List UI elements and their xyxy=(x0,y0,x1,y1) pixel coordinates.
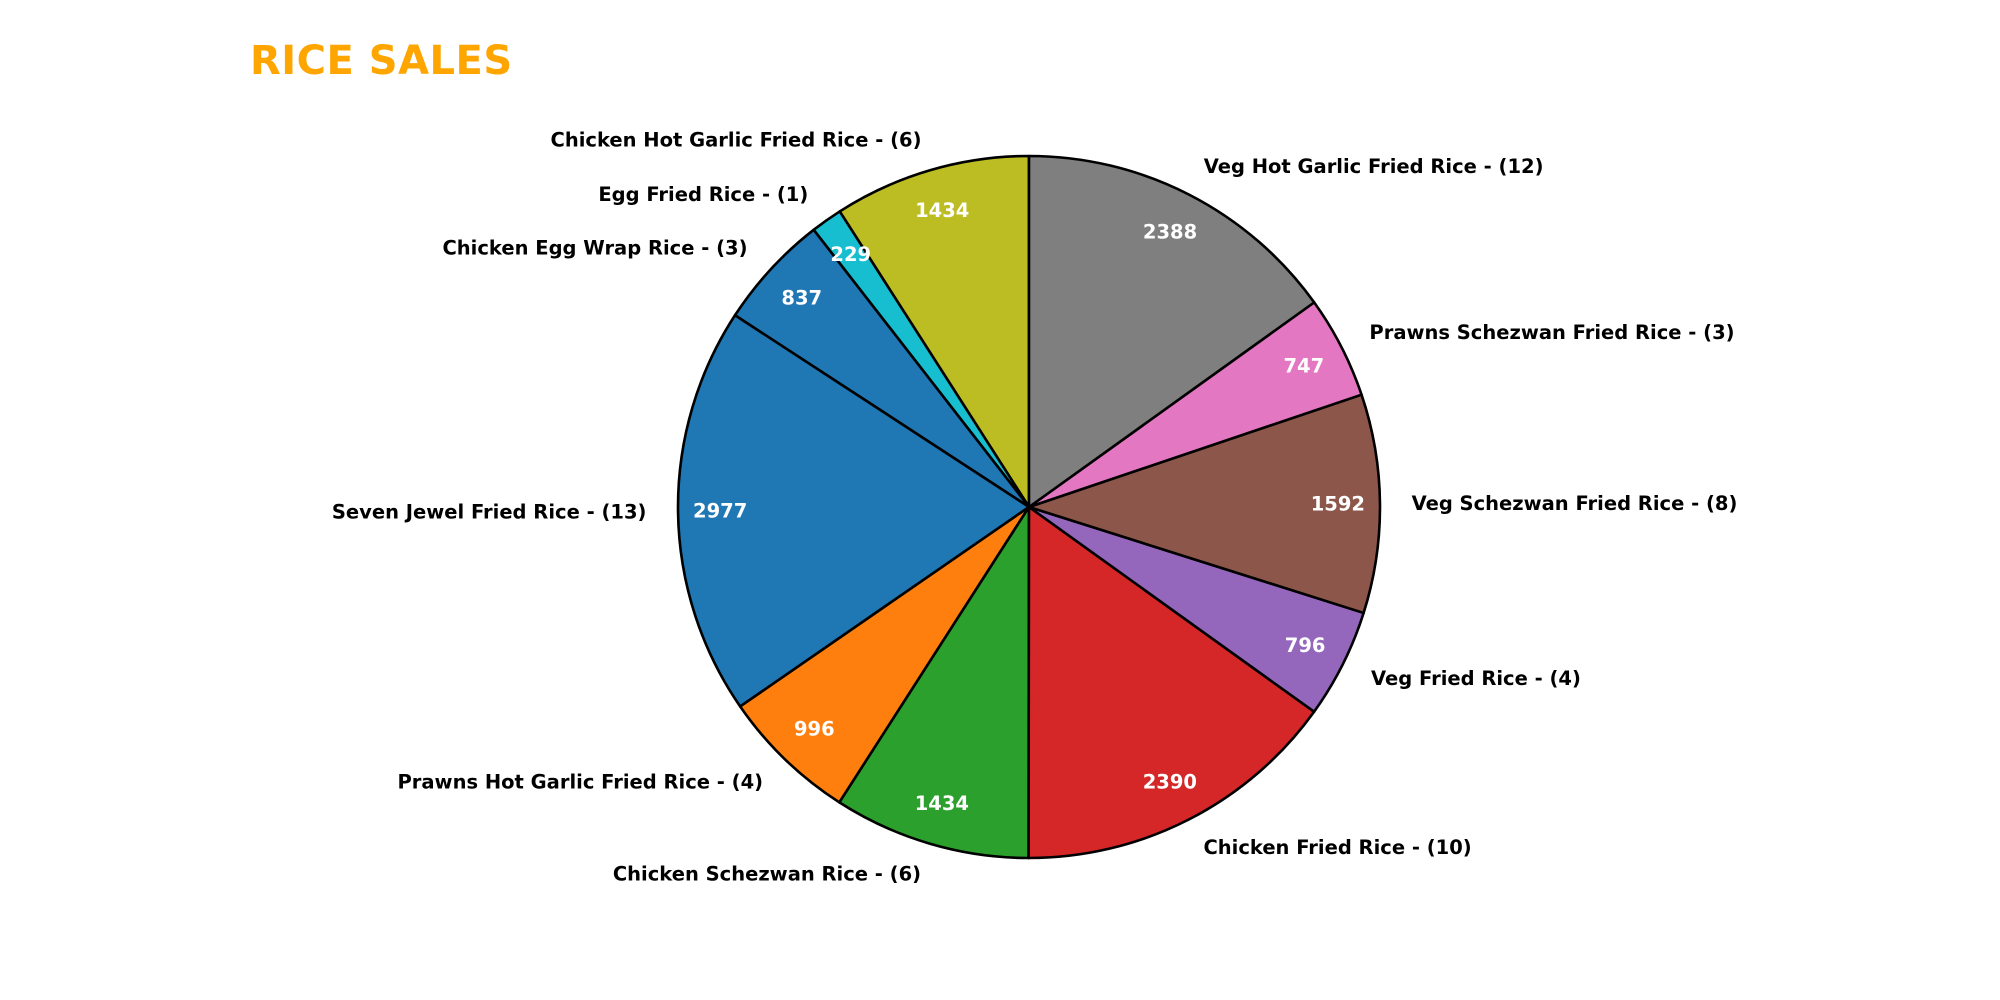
slice-value-label: 747 xyxy=(1283,355,1324,378)
slice-category-label: Chicken Egg Wrap Rice - (3) xyxy=(442,236,747,259)
pie-slice xyxy=(1027,154,1316,509)
pie-slice xyxy=(1027,505,1316,860)
slice-category-label: Chicken Fried Rice - (10) xyxy=(1203,836,1471,859)
slice-value-label: 1434 xyxy=(915,792,969,815)
slice-value-label: 996 xyxy=(794,718,835,741)
pie-slice xyxy=(838,154,1031,509)
slice-value-label: 796 xyxy=(1285,634,1326,657)
pie-slice xyxy=(676,313,1031,708)
slice-category-label: Chicken Hot Garlic Fried Rice - (6) xyxy=(551,128,922,151)
pie-slice xyxy=(1027,393,1382,615)
slice-category-label: Prawns Schezwan Fried Rice - (3) xyxy=(1369,321,1734,344)
slices-layer xyxy=(676,154,1382,860)
slice-category-label: Veg Hot Garlic Fried Rice - (12) xyxy=(1204,155,1544,178)
slice-category-label: Veg Schezwan Fried Rice - (8) xyxy=(1412,492,1738,515)
slice-category-label: Egg Fried Rice - (1) xyxy=(598,183,808,206)
slice-labels-layer: Chicken Hot Garlic Fried Rice - (6) Egg F… xyxy=(332,128,1737,885)
slice-value-label: 837 xyxy=(781,286,822,309)
slice-value-label: 2388 xyxy=(1143,221,1197,244)
slice-category-label: Prawns Hot Garlic Fried Rice - (4) xyxy=(397,771,763,794)
slice-value-label: 1434 xyxy=(915,199,969,222)
slice-category-label: Veg Fried Rice - (4) xyxy=(1371,667,1581,690)
pie-slice xyxy=(838,505,1031,860)
slice-value-label: 1592 xyxy=(1311,493,1365,516)
slice-value-label: 2977 xyxy=(693,500,747,523)
chart-title: RICE SALES xyxy=(250,38,513,84)
slice-category-label: Seven Jewel Fried Rice - (13) xyxy=(332,501,647,524)
slice-value-label: 229 xyxy=(830,243,871,266)
pie-slice xyxy=(738,505,1031,804)
slice-category-label: Chicken Schezwan Rice - (6) xyxy=(613,863,921,886)
value-labels-layer: 1434 229 837 2977 996 1434 2390 796 1592 747 2388 xyxy=(693,199,1365,815)
slice-value-label: 2390 xyxy=(1143,770,1197,793)
